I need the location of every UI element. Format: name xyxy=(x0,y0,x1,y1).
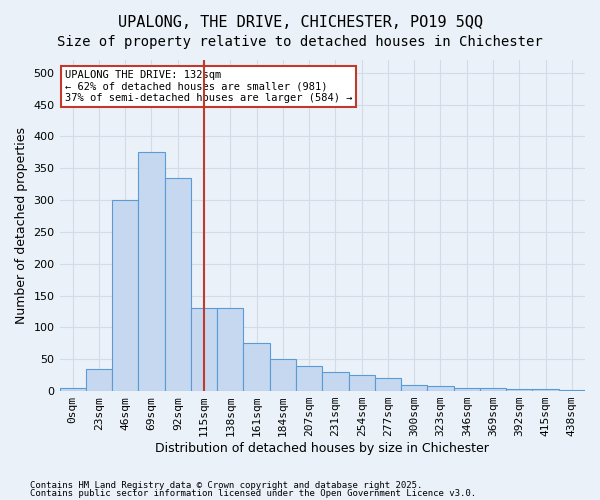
Bar xyxy=(86,369,112,391)
Bar xyxy=(270,359,296,391)
Bar xyxy=(427,386,454,391)
Bar xyxy=(139,152,164,391)
Text: Contains public sector information licensed under the Open Government Licence v3: Contains public sector information licen… xyxy=(30,488,476,498)
Bar xyxy=(559,390,585,391)
Bar xyxy=(401,384,427,391)
Bar xyxy=(59,388,86,391)
Bar xyxy=(244,344,270,391)
Bar xyxy=(296,366,322,391)
Bar xyxy=(506,389,532,391)
Bar xyxy=(322,372,349,391)
Bar xyxy=(454,388,480,391)
Bar xyxy=(164,178,191,391)
Bar xyxy=(217,308,244,391)
Bar xyxy=(191,308,217,391)
Text: Size of property relative to detached houses in Chichester: Size of property relative to detached ho… xyxy=(57,35,543,49)
Bar xyxy=(349,375,375,391)
Bar xyxy=(480,388,506,391)
Bar xyxy=(532,389,559,391)
Y-axis label: Number of detached properties: Number of detached properties xyxy=(15,127,28,324)
Bar xyxy=(375,378,401,391)
Text: UPALONG THE DRIVE: 132sqm
← 62% of detached houses are smaller (981)
37% of semi: UPALONG THE DRIVE: 132sqm ← 62% of detac… xyxy=(65,70,352,103)
Text: Contains HM Land Registry data © Crown copyright and database right 2025.: Contains HM Land Registry data © Crown c… xyxy=(30,481,422,490)
X-axis label: Distribution of detached houses by size in Chichester: Distribution of detached houses by size … xyxy=(155,442,489,455)
Bar xyxy=(112,200,139,391)
Text: UPALONG, THE DRIVE, CHICHESTER, PO19 5QQ: UPALONG, THE DRIVE, CHICHESTER, PO19 5QQ xyxy=(118,15,482,30)
